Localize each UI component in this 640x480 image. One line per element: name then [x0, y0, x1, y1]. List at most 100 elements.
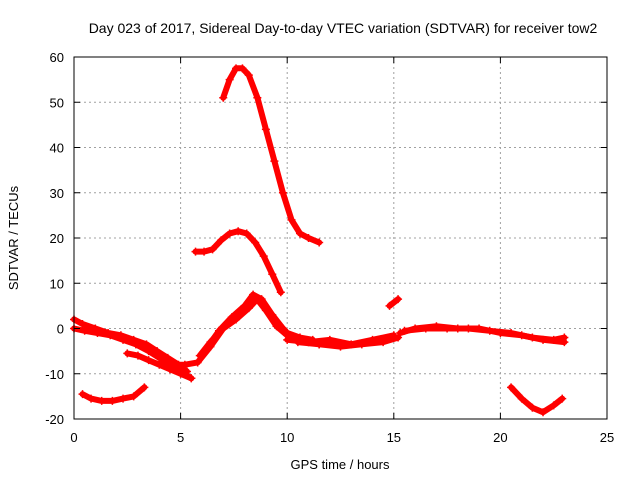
data-point — [507, 383, 516, 392]
chart-title: Day 023 of 2017, Sidereal Day-to-day VTE… — [89, 20, 598, 36]
data-point — [193, 358, 202, 367]
data-point — [168, 360, 177, 369]
data-point — [253, 93, 262, 102]
data-point — [131, 340, 140, 349]
data-point — [357, 340, 366, 349]
series-arc-right-2 — [400, 324, 569, 344]
data-point — [315, 238, 324, 247]
data-point — [108, 396, 117, 405]
data-point — [240, 301, 249, 310]
x-tick-label: 15 — [387, 430, 401, 445]
series-arc-rise-2 — [195, 295, 317, 360]
x-tick-label: 0 — [70, 430, 77, 445]
series-arc-short — [385, 295, 403, 310]
data-point — [257, 295, 266, 304]
series-arc-right — [396, 322, 569, 347]
data-point — [278, 188, 287, 197]
data-point — [336, 342, 345, 351]
series-arc-high-peak — [219, 64, 324, 247]
data-point — [400, 326, 409, 335]
series-arc-main-c — [123, 349, 196, 383]
data-point — [251, 238, 260, 247]
data-point — [278, 324, 287, 333]
data-point — [93, 329, 102, 338]
x-tick-label: 20 — [493, 430, 507, 445]
data-point — [379, 338, 388, 347]
x-axis-label: GPS time / hours — [291, 457, 390, 472]
data-point — [133, 351, 142, 360]
data-point — [464, 324, 473, 333]
y-tick-label: 60 — [50, 50, 64, 65]
x-tick-label: 5 — [177, 430, 184, 445]
series-arc-late-noisy-2 — [293, 333, 403, 351]
data-point — [270, 157, 279, 166]
y-tick-label: -20 — [45, 412, 64, 427]
series-line — [401, 325, 568, 343]
grid-lines — [74, 57, 607, 419]
data-point — [293, 338, 302, 347]
series-line — [203, 291, 286, 352]
data-point — [249, 290, 258, 299]
data-point — [394, 295, 403, 304]
series-arc-mid-peak — [191, 227, 285, 297]
data-point — [560, 333, 569, 342]
data-point — [155, 360, 164, 369]
data-point — [421, 324, 430, 333]
data-point — [517, 394, 526, 403]
y-tick-label: 40 — [50, 141, 64, 156]
data-point — [315, 340, 324, 349]
data-point — [227, 313, 236, 322]
data-point — [295, 229, 304, 238]
data-point — [144, 347, 153, 356]
data-point — [276, 288, 285, 297]
series-line — [220, 65, 323, 246]
data-point — [242, 229, 251, 238]
data-point — [78, 390, 87, 399]
data-point — [140, 383, 149, 392]
data-point — [234, 227, 243, 236]
data-point — [80, 326, 89, 335]
y-tick-label: 0 — [57, 322, 64, 337]
data-point — [283, 335, 292, 344]
data-point — [195, 351, 204, 360]
data-point — [200, 247, 209, 256]
data-point — [259, 252, 268, 261]
data-point — [283, 329, 292, 338]
data-point — [144, 356, 153, 365]
data-point — [528, 403, 537, 412]
data-point — [123, 349, 132, 358]
data-point — [238, 64, 247, 73]
data-point — [225, 229, 234, 238]
series-line — [386, 296, 402, 309]
data-point — [97, 396, 106, 405]
y-tick-label: 20 — [50, 231, 64, 246]
data-point — [225, 75, 234, 84]
data-point — [87, 394, 96, 403]
axis-ticks: 0 5 10 15 20 25 -20 -10 0 10 20 30 40 50 60 — [45, 50, 614, 445]
data-point — [219, 93, 228, 102]
data-point — [261, 125, 270, 134]
data-point — [287, 215, 296, 224]
data-point — [507, 329, 516, 338]
data-point — [214, 326, 223, 335]
data-point — [180, 360, 189, 369]
series-line — [192, 228, 284, 296]
data-point — [217, 236, 226, 245]
y-axis-label: SDTVAR / TECUs — [6, 185, 21, 290]
data-point — [208, 245, 217, 254]
x-tick-label: 25 — [600, 430, 614, 445]
y-tick-label: 10 — [50, 276, 64, 291]
y-tick-label: 30 — [50, 186, 64, 201]
data-point — [119, 335, 128, 344]
y-tick-label: 50 — [50, 95, 64, 110]
data-point — [385, 301, 394, 310]
data-point — [78, 319, 87, 328]
series-arc-low-right — [507, 383, 567, 417]
data-point — [176, 369, 185, 378]
data-series — [70, 64, 569, 417]
data-point — [244, 71, 253, 80]
data-point — [202, 344, 211, 353]
series-line — [196, 296, 316, 359]
data-point — [443, 324, 452, 333]
